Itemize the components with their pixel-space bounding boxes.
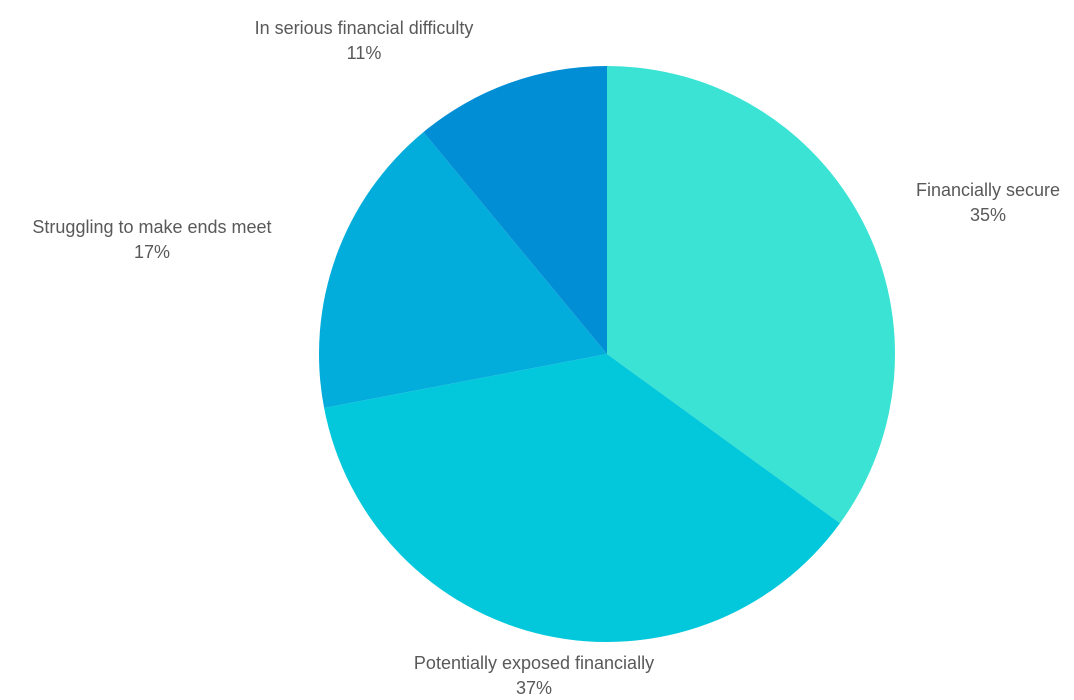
slice-label: Struggling to make ends meet xyxy=(32,217,271,237)
slice-label: Financially secure xyxy=(916,180,1060,200)
pie-slice-potentially-exposed-financially xyxy=(324,354,841,643)
slice-value-label: 37% xyxy=(516,678,552,698)
slice-value-label: 35% xyxy=(970,205,1006,225)
pie-slice-struggling-to-make-ends-meet xyxy=(318,132,607,408)
slice-value-label: 11% xyxy=(347,43,382,63)
pie-labels: Financially secure 35% Potentially exposed… xyxy=(32,18,1060,698)
pie-slice-financially-secure xyxy=(607,66,896,524)
slice-label: Potentially exposed financially xyxy=(414,653,654,673)
pie-slice-in-serious-financial-difficulty xyxy=(423,66,607,354)
pie-slices xyxy=(318,66,896,643)
slice-value-label: 17% xyxy=(134,242,170,262)
slice-label: In serious financial difficulty xyxy=(255,18,474,38)
